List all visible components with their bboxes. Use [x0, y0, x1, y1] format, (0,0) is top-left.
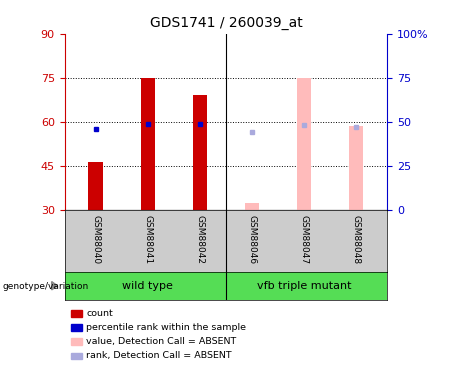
Text: value, Detection Call = ABSENT: value, Detection Call = ABSENT	[86, 337, 236, 346]
Bar	[245, 202, 259, 210]
Text: vfb triple mutant: vfb triple mutant	[257, 281, 351, 291]
Bar	[141, 78, 155, 210]
FancyArrow shape	[52, 282, 58, 290]
Text: GSM88046: GSM88046	[248, 215, 256, 264]
Bar	[297, 78, 311, 210]
Text: GSM88041: GSM88041	[143, 215, 152, 264]
Title: GDS1741 / 260039_at: GDS1741 / 260039_at	[149, 16, 302, 30]
Text: percentile rank within the sample: percentile rank within the sample	[86, 323, 246, 332]
Text: rank, Detection Call = ABSENT: rank, Detection Call = ABSENT	[86, 351, 232, 360]
Bar	[349, 126, 363, 210]
Bar	[89, 162, 103, 210]
Text: GSM88042: GSM88042	[195, 215, 204, 264]
Text: wild type: wild type	[122, 281, 173, 291]
Text: GSM88047: GSM88047	[300, 215, 308, 264]
Text: genotype/variation: genotype/variation	[2, 282, 89, 291]
Text: GSM88040: GSM88040	[91, 215, 100, 264]
Bar	[193, 96, 207, 210]
Text: GSM88048: GSM88048	[351, 215, 361, 264]
Text: count: count	[86, 309, 113, 318]
